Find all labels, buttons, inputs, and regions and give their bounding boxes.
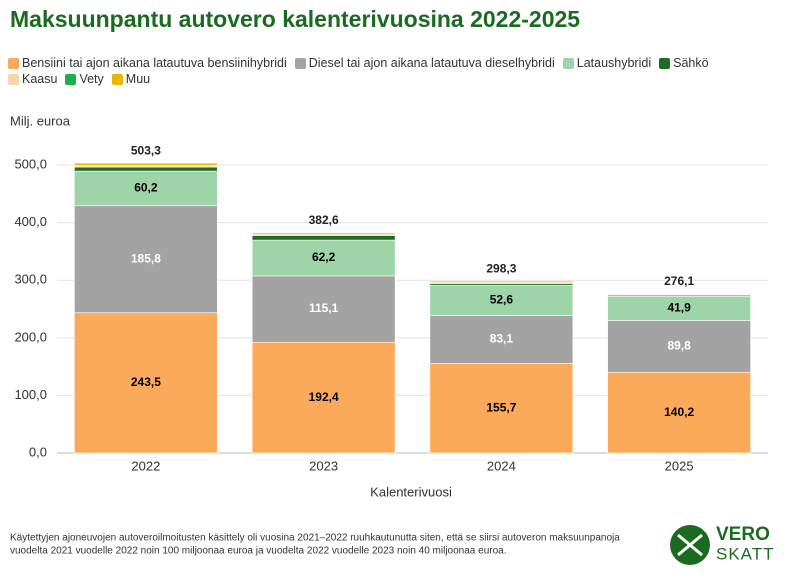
data-label: 41,9 bbox=[667, 301, 691, 315]
bar-segment bbox=[429, 280, 574, 283]
data-label: 140,2 bbox=[664, 405, 694, 419]
data-label: 83,1 bbox=[490, 332, 514, 346]
legend-item: Sähkö bbox=[659, 55, 709, 71]
legend-item: Muu bbox=[111, 71, 151, 87]
legend-item: Diesel tai ajon aikana latautuva dieselh… bbox=[294, 55, 555, 71]
data-label: 155,7 bbox=[486, 400, 516, 414]
total-label: 276,1 bbox=[664, 274, 694, 288]
y-tick-label: 100,0 bbox=[14, 387, 47, 402]
y-tick-label: 0,0 bbox=[29, 444, 47, 459]
footnote: Käytettyjen ajoneuvojen autoveroilmoitus… bbox=[10, 533, 620, 544]
x-axis-label: Kalenterivuosi bbox=[370, 484, 452, 499]
legend-swatch bbox=[65, 73, 77, 85]
legend-swatch bbox=[294, 57, 306, 69]
chart-title: Maksuunpantu autovero kalenterivuosina 2… bbox=[10, 6, 580, 32]
footnote: vuodelta 2021 vuodelle 2022 noin 100 mil… bbox=[10, 546, 507, 557]
legend-item: Kaasu bbox=[8, 71, 57, 87]
y-tick-label: 500,0 bbox=[14, 156, 47, 171]
legend-label: Lataushybridi bbox=[576, 56, 652, 70]
y-tick-label: 200,0 bbox=[14, 329, 47, 344]
bar-segment bbox=[251, 232, 396, 235]
x-tick-label: 2022 bbox=[131, 458, 160, 473]
legend-label: Diesel tai ajon aikana latautuva dieselh… bbox=[308, 56, 555, 70]
logo-text: VERO bbox=[716, 524, 770, 545]
bar-segment bbox=[74, 166, 218, 172]
data-label: 52,6 bbox=[490, 292, 514, 306]
total-label: 382,6 bbox=[309, 213, 339, 227]
bar-segment bbox=[251, 235, 396, 241]
y-axis-label: Milj. euroa bbox=[10, 113, 71, 128]
data-label: 60,2 bbox=[134, 181, 158, 195]
data-label: 192,4 bbox=[309, 390, 339, 404]
legend-label: Sähkö bbox=[673, 56, 709, 70]
legend-swatch bbox=[8, 57, 19, 69]
y-tick-label: 400,0 bbox=[14, 214, 47, 229]
legend: Bensiini tai ajon aikana latautuva bensi… bbox=[8, 55, 778, 87]
legend-item: Vety bbox=[65, 71, 104, 87]
bar-segment bbox=[607, 320, 751, 373]
bar-segment bbox=[251, 239, 396, 277]
legend-item: Lataushybridi bbox=[562, 55, 652, 71]
bar-segment bbox=[607, 371, 751, 454]
bar-segment bbox=[429, 363, 574, 454]
bar-segment bbox=[74, 205, 218, 314]
data-label: 243,5 bbox=[131, 375, 161, 389]
bar-segment bbox=[607, 293, 751, 295]
bar-segment bbox=[251, 275, 396, 343]
bar-segment bbox=[74, 162, 218, 166]
legend-label: Muu bbox=[125, 72, 151, 86]
legend-label: Kaasu bbox=[22, 72, 58, 86]
legend-label: Bensiini tai ajon aikana latautuva bensi… bbox=[22, 56, 287, 70]
bar-segment bbox=[74, 312, 218, 454]
legend-swatch bbox=[111, 73, 123, 85]
logo-emblem-mark bbox=[677, 533, 703, 557]
data-label: 185,8 bbox=[131, 251, 161, 265]
data-label: 115,1 bbox=[309, 301, 339, 315]
bar-segment bbox=[429, 315, 574, 364]
data-label: 62,2 bbox=[312, 250, 336, 264]
legend-item: Bensiini tai ajon aikana latautuva bensi… bbox=[8, 55, 287, 71]
legend-label: Vety bbox=[79, 72, 104, 86]
x-tick-label: 2024 bbox=[487, 458, 516, 473]
legend-swatch bbox=[562, 57, 574, 69]
total-label: 298,3 bbox=[486, 261, 516, 275]
y-tick-label: 300,0 bbox=[14, 272, 47, 287]
x-tick-label: 2025 bbox=[665, 458, 694, 473]
legend-swatch bbox=[8, 73, 19, 85]
total-label: 503,3 bbox=[131, 143, 161, 157]
x-tick-label: 2023 bbox=[309, 458, 338, 473]
data-label: 89,8 bbox=[667, 339, 691, 353]
legend-swatch bbox=[659, 57, 671, 69]
bar-segment bbox=[74, 170, 218, 207]
logo-text: SKATT bbox=[716, 544, 775, 563]
bar-segment bbox=[251, 341, 396, 454]
